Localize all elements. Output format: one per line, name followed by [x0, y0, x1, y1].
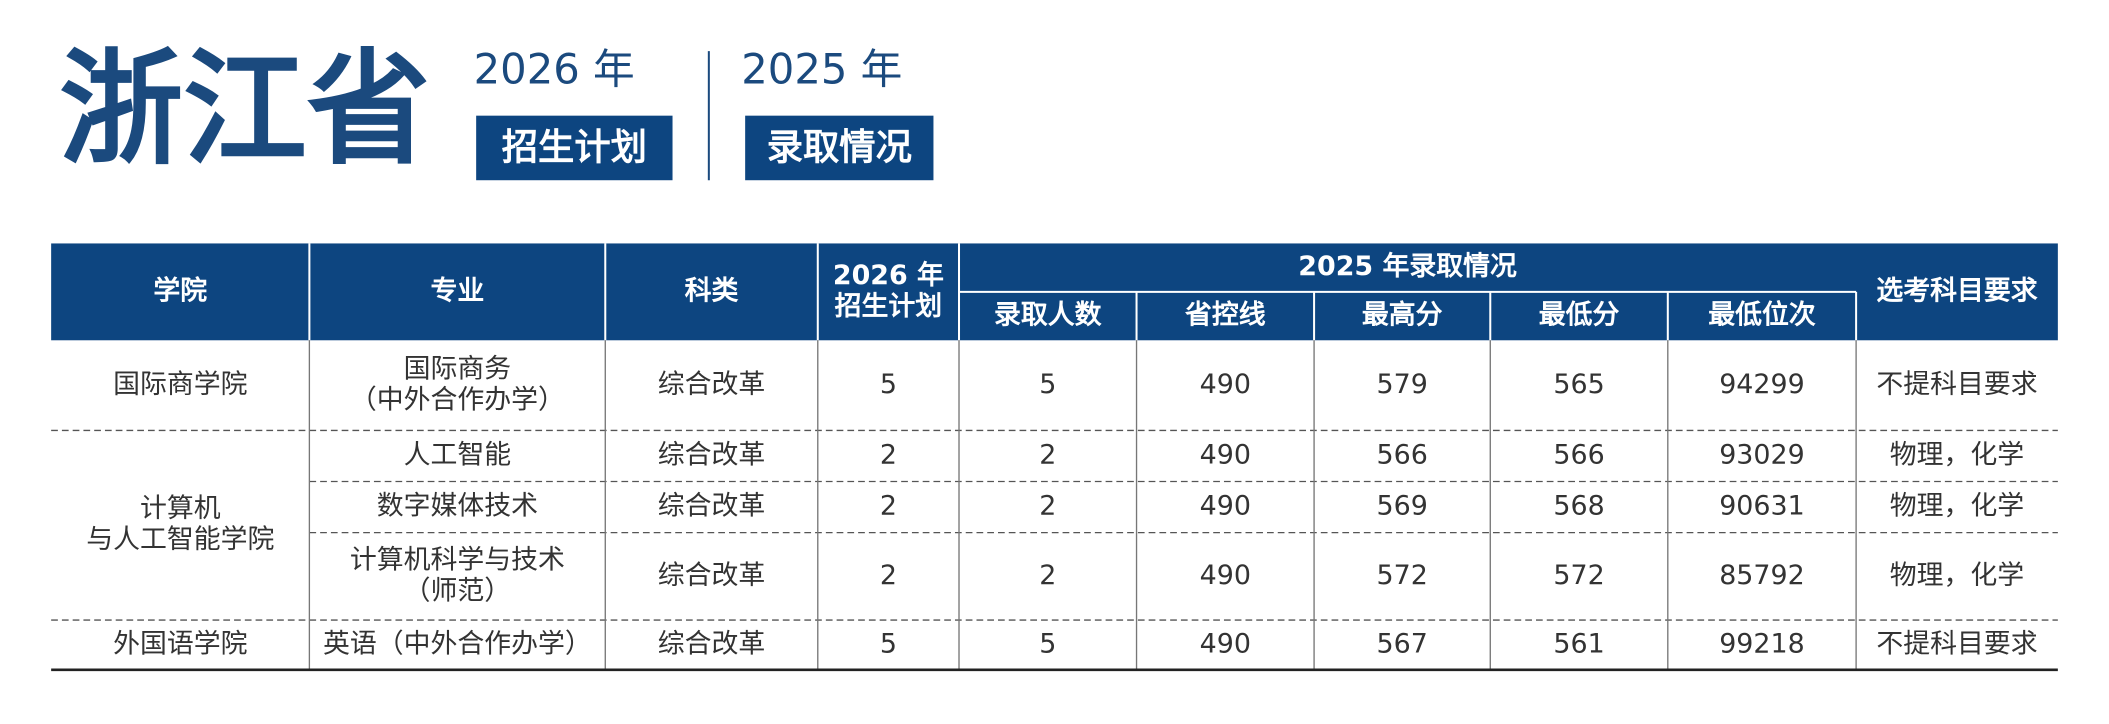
cell: 物理，化学 — [1890, 560, 2024, 591]
column-header: 学院 — [153, 274, 207, 306]
cell: 综合改革 — [658, 439, 766, 470]
major-cell: （中外合作办学） — [350, 384, 565, 415]
cell: 2 — [1039, 560, 1056, 591]
cell: 99218 — [1719, 628, 1805, 659]
cell: 2 — [1039, 439, 1056, 470]
cell: 综合改革 — [658, 369, 766, 400]
cell: 90631 — [1719, 491, 1805, 522]
column-header: 最低分 — [1539, 300, 1620, 331]
cell: 不提科目要求 — [1876, 628, 2037, 659]
cell: 579 — [1377, 369, 1428, 400]
column-header: 选考科目要求 — [1876, 275, 2037, 306]
cell: 569 — [1377, 491, 1428, 522]
cell: 2 — [880, 491, 897, 522]
group-header: 2025 年录取情况 — [1298, 250, 1517, 282]
cell: 94299 — [1719, 369, 1805, 400]
admit-label: 录取情况 — [767, 125, 912, 168]
college-cell: 与人工智能学院 — [86, 524, 274, 555]
plan-label: 招生计划 — [502, 125, 647, 168]
admit-box — [745, 115, 934, 181]
column-header: 2026 年 — [833, 259, 944, 291]
column-header: 省控线 — [1185, 300, 1266, 331]
column-header: 科类 — [685, 275, 739, 306]
column-header: 录取人数 — [994, 300, 1102, 331]
column-header: 最高分 — [1362, 299, 1443, 331]
cell: 物理，化学 — [1890, 491, 2024, 522]
major-cell: 国际商务 — [404, 353, 512, 384]
cell: 综合改革 — [658, 628, 766, 659]
cell: 561 — [1553, 628, 1604, 659]
cell: 综合改革 — [658, 560, 766, 591]
cell: 2 — [880, 439, 897, 470]
column-header: 招生计划 — [835, 291, 943, 322]
column-header: 最低位次 — [1708, 299, 1816, 331]
cell: 不提科目要求 — [1876, 369, 2037, 400]
cell: 5 — [880, 369, 897, 400]
college-cell: 外国语学院 — [113, 628, 247, 659]
cell: 572 — [1553, 560, 1604, 591]
cell: 综合改革 — [658, 491, 766, 522]
cell: 566 — [1377, 439, 1428, 470]
cell: 566 — [1553, 439, 1604, 470]
cell: 85792 — [1719, 560, 1805, 591]
cell: 物理，化学 — [1890, 439, 2024, 470]
major-cell: （师范） — [404, 575, 512, 606]
cell: 5 — [1039, 628, 1056, 659]
province-title: 浙江省 — [59, 38, 430, 182]
major-cell: 英语（中外合作办学） — [323, 628, 592, 659]
cell: 565 — [1553, 369, 1604, 400]
major-cell: 数字媒体技术 — [377, 491, 538, 522]
cell: 5 — [1039, 369, 1056, 400]
cell: 490 — [1200, 369, 1251, 400]
plan-year: 2026 年 — [474, 45, 635, 94]
plan-box — [476, 115, 673, 181]
cell: 490 — [1200, 628, 1251, 659]
admit-year: 2025 年 — [741, 45, 902, 94]
cell: 572 — [1377, 560, 1428, 591]
cell: 568 — [1553, 491, 1604, 522]
cell: 490 — [1200, 439, 1251, 470]
cell: 2 — [880, 560, 897, 591]
cell: 490 — [1200, 491, 1251, 522]
cell: 490 — [1200, 560, 1251, 591]
cell: 567 — [1377, 628, 1428, 659]
college-cell: 国际商学院 — [113, 369, 247, 400]
major-cell: 计算机科学与技术 — [350, 544, 565, 575]
cell: 2 — [1039, 491, 1056, 522]
cell: 5 — [880, 628, 897, 659]
major-cell: 人工智能 — [404, 439, 512, 470]
college-cell: 计算机 — [140, 493, 221, 524]
column-header: 专业 — [430, 275, 484, 306]
cell: 93029 — [1719, 439, 1805, 470]
